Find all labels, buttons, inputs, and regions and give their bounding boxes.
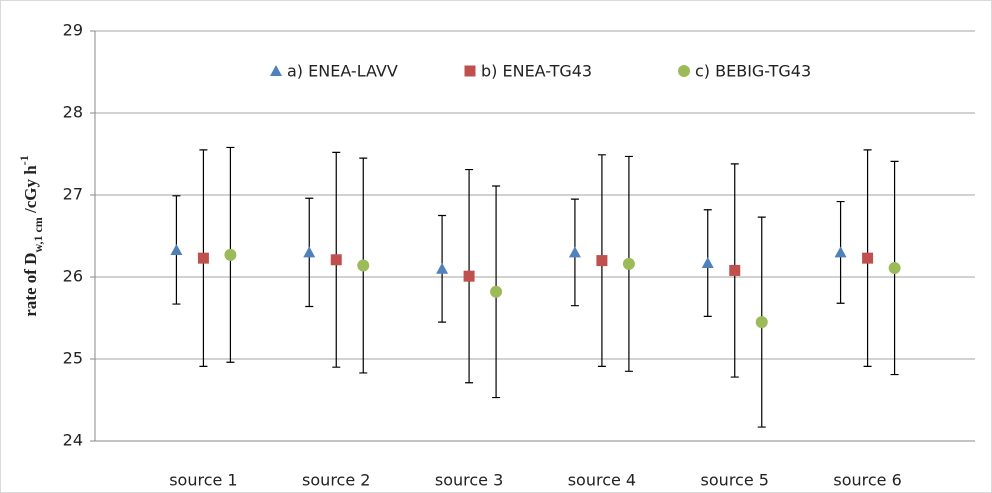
legend-marker (678, 65, 690, 77)
legend-label: c) BEBIG-TG43 (695, 62, 811, 81)
legend-marker (270, 65, 282, 76)
data-point (357, 259, 370, 272)
x-tick-label: source 1 (169, 471, 237, 490)
data-point (170, 243, 183, 255)
data-point (622, 257, 635, 270)
data-point (224, 248, 237, 261)
y-tick-label: 27 (63, 185, 83, 204)
legend-label: a) ENEA-LAVV (287, 62, 398, 81)
y-tick-label: 25 (63, 349, 83, 368)
y-label-superscript: -1 (17, 155, 31, 165)
y-tick-label: 28 (63, 103, 83, 122)
data-point (596, 255, 608, 267)
y-tick-label: 26 (63, 267, 83, 286)
data-point (701, 257, 714, 269)
data-point (490, 285, 503, 298)
data-point (463, 270, 475, 282)
y-label-subscript: w,1 cm (31, 217, 45, 252)
data-point (568, 246, 581, 258)
data-point (330, 254, 342, 266)
data-point (303, 246, 316, 258)
y-label-unit: /cGy h (21, 165, 40, 217)
data-point (834, 246, 847, 258)
data-point (436, 262, 449, 274)
data-point (755, 316, 768, 329)
data-point (729, 264, 741, 276)
x-tick-label: source 3 (435, 471, 503, 490)
x-tick-label: source 2 (302, 471, 370, 490)
x-tick-label: source 5 (701, 471, 769, 490)
data-point (197, 252, 209, 264)
y-tick-label: 24 (63, 431, 83, 450)
y-tick-label: 29 (63, 21, 83, 40)
y-label-main: rate of D (21, 253, 40, 317)
legend-marker (464, 65, 476, 77)
y-axis-label: rate of Dw,1 cm /cGy h-1 (17, 155, 45, 316)
legend-label: b) ENEA-TG43 (481, 62, 592, 81)
data-point (888, 261, 901, 274)
data-point (862, 252, 874, 264)
x-tick-label: source 4 (568, 471, 636, 490)
x-tick-label: source 6 (833, 471, 901, 490)
